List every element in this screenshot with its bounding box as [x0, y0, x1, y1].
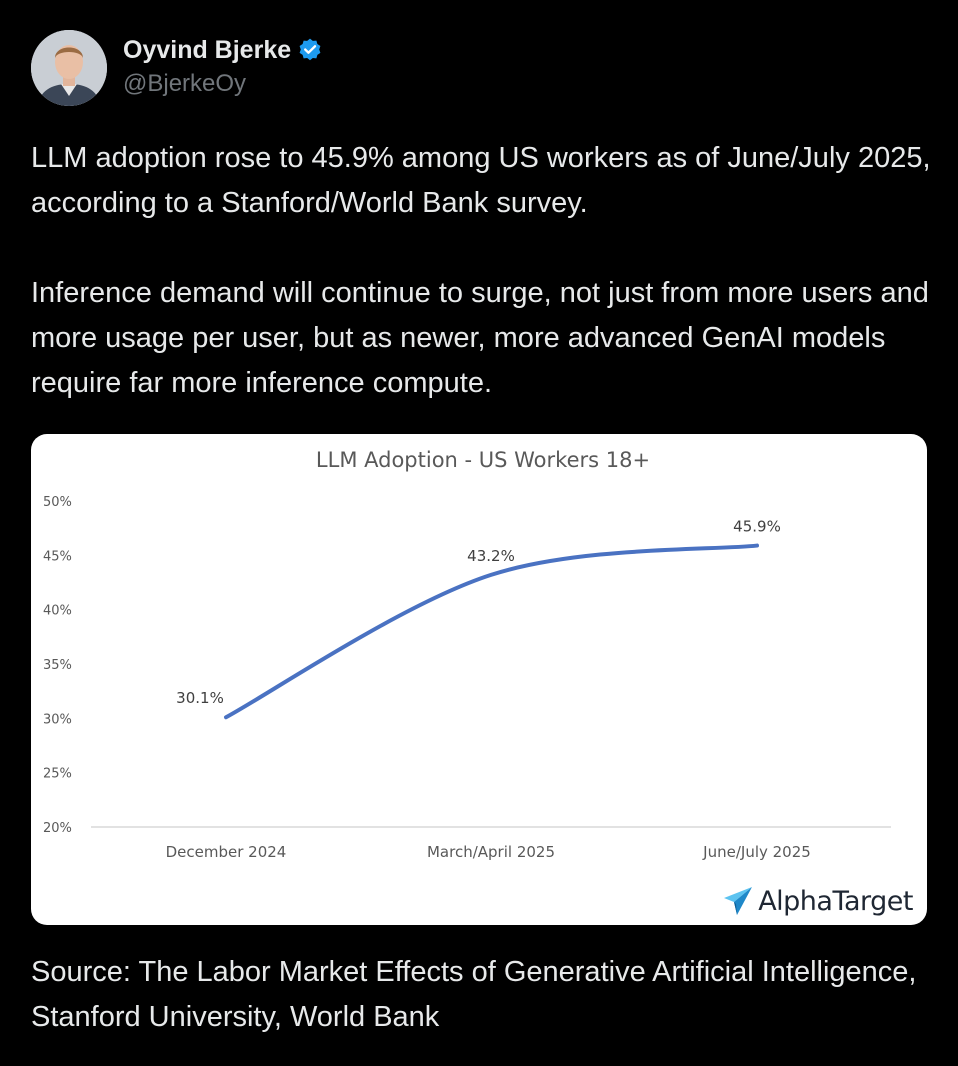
- y-axis-ticks: 20% 25% 30% 35% 40% 45% 50%: [43, 495, 72, 836]
- y-tick-label: 30%: [43, 712, 72, 727]
- alphatarget-brand-name: AlphaTarget: [758, 885, 913, 917]
- series-line: [224, 543, 759, 720]
- y-tick-label: 35%: [43, 658, 72, 673]
- author-block: Oyvind Bjerke @BjerkeOy: [123, 34, 323, 98]
- data-label: 43.2%: [467, 547, 515, 565]
- x-tick-label: June/July 2025: [702, 843, 811, 861]
- verified-badge-icon[interactable]: [297, 37, 323, 63]
- y-tick-label: 40%: [43, 604, 72, 619]
- y-tick-label: 45%: [43, 549, 72, 564]
- alphatarget-logo: AlphaTarget: [722, 885, 913, 917]
- data-labels: 30.1% 43.2% 45.9%: [176, 518, 781, 708]
- y-tick-label: 50%: [43, 495, 72, 510]
- author-name-row: Oyvind Bjerke: [123, 34, 323, 66]
- chart: LLM Adoption - US Workers 18+ 20% 25% 30% 3…: [43, 448, 891, 861]
- tweet-text: LLM adoption rose to 45.9% among US work…: [31, 136, 936, 406]
- paper-plane-icon: [724, 887, 753, 915]
- x-axis-ticks: December 2024 March/April 2025 June/July 2…: [166, 843, 811, 861]
- data-label: 30.1%: [176, 689, 224, 707]
- tweet-paragraph: Inference demand will continue to surge,…: [31, 277, 929, 399]
- x-tick-label: December 2024: [166, 843, 287, 861]
- tweet-paragraph: LLM adoption rose to 45.9% among US work…: [31, 142, 931, 219]
- data-label: 45.9%: [733, 518, 781, 536]
- author-handle[interactable]: @BjerkeOy: [123, 70, 247, 97]
- y-tick-label: 25%: [43, 767, 72, 782]
- chart-title: LLM Adoption - US Workers 18+: [316, 448, 650, 472]
- author-display-name[interactable]: Oyvind Bjerke: [123, 35, 292, 64]
- tweet-media-image[interactable]: LLM Adoption - US Workers 18+ 20% 25% 30% 3…: [31, 434, 927, 925]
- y-tick-label: 20%: [43, 821, 72, 836]
- tweet-source-text: Source: The Labor Market Effects of Gene…: [31, 956, 917, 1033]
- avatar-image: [31, 30, 107, 106]
- x-tick-label: March/April 2025: [427, 843, 555, 861]
- avatar[interactable]: [31, 30, 107, 106]
